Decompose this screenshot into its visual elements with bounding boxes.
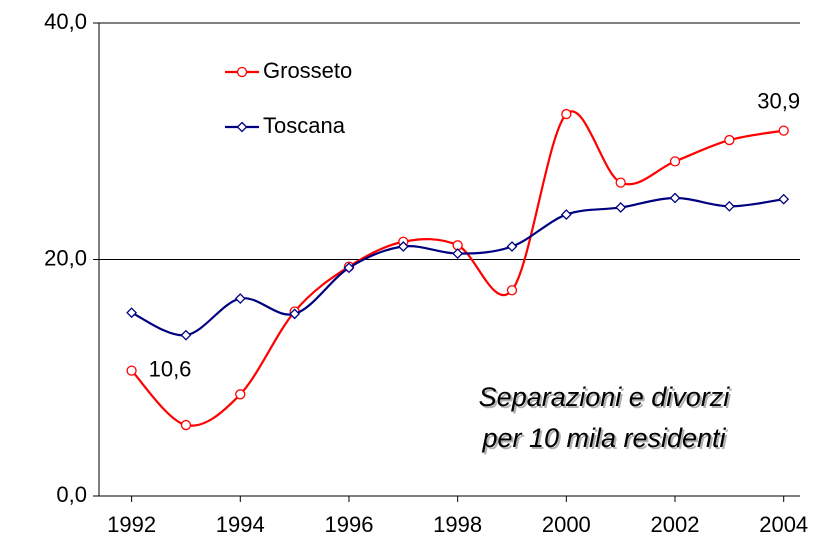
- y-tick-label: 40,0: [44, 9, 87, 34]
- legend-marker: [236, 66, 248, 78]
- point: [560, 209, 572, 220]
- point: [669, 192, 681, 204]
- y-tick-label: 20,0: [44, 245, 87, 270]
- point: [778, 125, 789, 136]
- x-tick-label: 2000: [542, 512, 591, 537]
- point: [126, 307, 138, 319]
- series-line: [130, 110, 784, 427]
- x-tick-label: 2002: [651, 512, 700, 537]
- point: [234, 293, 246, 304]
- annotation: per 10 mila residenti: [481, 423, 726, 453]
- x-tick-label: 1996: [324, 512, 373, 537]
- point: [669, 156, 681, 167]
- point: [180, 329, 192, 341]
- x-tick-label: 2004: [759, 512, 808, 537]
- point: [343, 262, 355, 274]
- data-label: 10,6: [149, 356, 192, 381]
- annotation-shadow: Separazioni e divorzi: [481, 384, 733, 414]
- point: [235, 389, 246, 400]
- legend-label: Toscana: [263, 113, 346, 138]
- point: [724, 134, 735, 146]
- x-tick-label: 1994: [216, 512, 265, 537]
- point: [506, 285, 518, 296]
- legend-marker: [236, 121, 248, 133]
- point: [126, 365, 137, 376]
- point: [615, 202, 627, 213]
- series-line: [131, 196, 784, 337]
- point: [723, 200, 735, 212]
- point: [561, 108, 572, 120]
- annotation: Separazioni e divorzi: [479, 382, 731, 412]
- point: [778, 193, 790, 205]
- point: [289, 308, 301, 320]
- point: [615, 177, 626, 188]
- annotation-shadow: per 10 mila residenti: [483, 425, 728, 455]
- point: [180, 419, 192, 431]
- legend-label: Grosseto: [263, 58, 352, 83]
- point: [397, 241, 409, 252]
- point: [452, 248, 464, 260]
- data-label: 30,9: [757, 88, 800, 113]
- x-tick-label: 1992: [107, 512, 156, 537]
- y-tick-label: 0,0: [56, 482, 87, 507]
- point: [506, 241, 518, 252]
- x-tick-label: 1998: [433, 512, 482, 537]
